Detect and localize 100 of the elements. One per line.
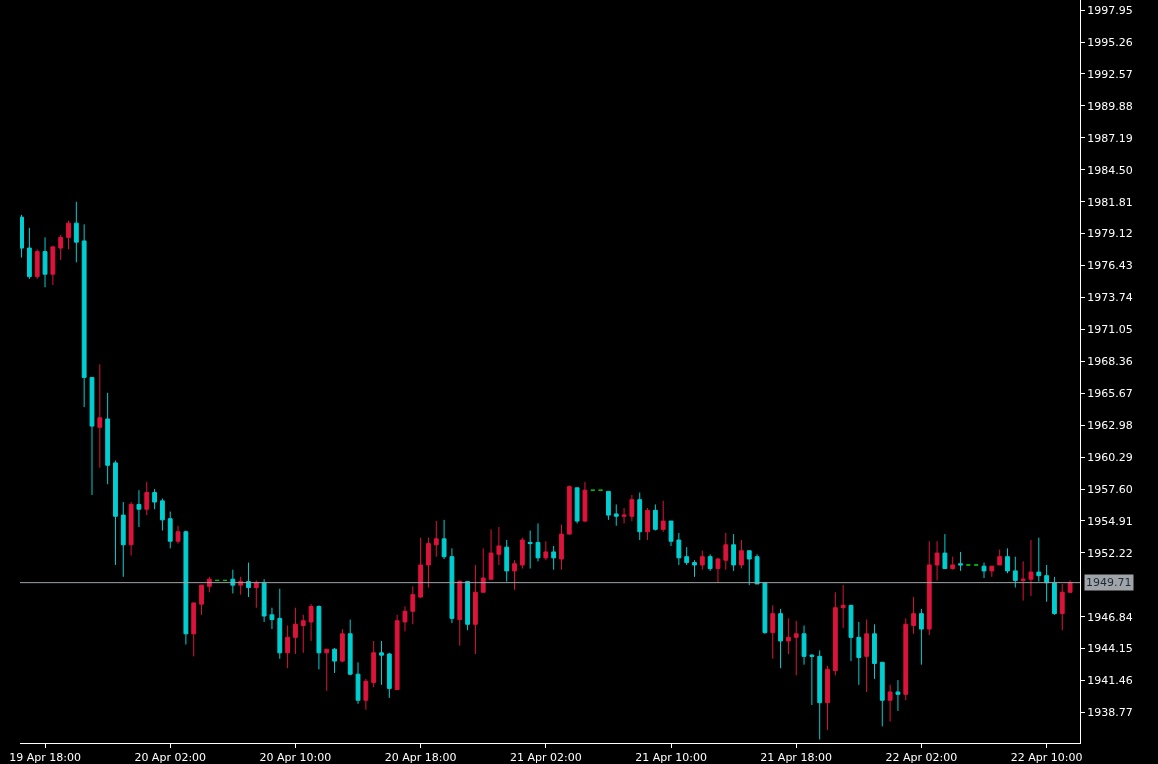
candlestick [472,564,478,655]
x-tick-label: 22 Apr 02:00 [885,751,958,764]
candlestick [645,507,650,541]
candlestick [934,540,940,581]
x-tick-label: 21 Apr 18:00 [760,751,833,764]
y-tick-label: 1987.19 [1087,131,1133,145]
y-tick-label: 1997.95 [1087,3,1133,17]
candlestick [89,376,95,496]
candlestick [739,539,744,570]
candlestick [253,579,259,609]
candlestick [895,679,901,712]
candlestick [551,545,557,571]
candlestick [246,562,251,598]
candlestick [950,556,956,570]
y-tick-label: 1971.05 [1087,323,1133,337]
candlestick [465,581,470,631]
candlestick [410,585,416,625]
candlestick [433,520,439,558]
candlestick [613,503,619,527]
candlestick [300,614,306,654]
y-tick-label: 1944.15 [1087,642,1133,656]
candlestick [566,484,572,535]
candlestick [958,551,963,572]
candlestick [660,500,666,533]
y-tick-label: 1976.43 [1087,259,1133,273]
x-tick-label: 21 Apr 02:00 [509,751,582,764]
candlestick [559,524,564,571]
y-tick-label: 1995.26 [1087,35,1133,49]
candlestick [285,625,291,669]
x-tick-label: 20 Apr 10:00 [259,751,332,764]
y-tick-label: 1992.57 [1087,67,1133,81]
candlestick [159,498,165,532]
candlestick [1067,579,1073,593]
y-tick-label: 1960.29 [1087,450,1133,464]
candlestick [785,617,791,655]
y-tick-label: 1984.50 [1087,163,1133,177]
candlestick [997,549,1003,566]
candlestick [676,532,682,566]
x-tick-label: 20 Apr 18:00 [384,751,457,764]
candlestick [26,227,32,280]
candlestick [230,569,236,594]
y-tick-label: 1954.91 [1087,514,1133,528]
x-tick-label: 21 Apr 10:00 [635,751,707,764]
candlestick [66,220,71,250]
candlestick [879,661,885,727]
candlestick [637,492,643,541]
candlestick [97,363,103,469]
candlestick [277,588,283,660]
x-tick-label: 20 Apr 02:00 [134,751,207,764]
candlestick [20,214,24,259]
candlestick [801,625,807,666]
candlestick [206,576,212,593]
candlestick [754,553,760,585]
candlestick [707,553,713,572]
candlestick [887,684,893,723]
candlestick [128,501,134,556]
candlestick [308,603,314,642]
candlestick [856,621,862,686]
y-tick-label: 1941.46 [1087,674,1133,688]
y-tick-label: 1981.81 [1087,195,1133,209]
candlestick [394,614,400,691]
candlestick [1005,547,1010,574]
candlestick [81,223,87,408]
y-tick-label: 1979.12 [1087,227,1133,241]
candlestick [371,640,377,688]
candlestick [175,525,181,545]
candlestick [144,481,150,516]
candlestick [652,503,658,532]
candlestick [903,617,909,701]
candlestick [668,520,674,547]
candlestick [457,579,463,647]
candlestick [183,530,189,645]
candlestick [136,489,142,528]
candlestick [692,559,697,578]
y-tick-label: 1946.84 [1087,610,1133,624]
candlestick [316,604,322,670]
y-tick-label: 1968.36 [1087,355,1133,369]
candlestick [379,640,384,686]
candlestick [981,562,987,579]
candlestick [527,530,533,570]
candlestick [113,460,118,566]
candlestick [199,584,204,616]
candlestick [1012,556,1018,589]
candlestick [519,537,525,570]
candlestick [809,653,815,706]
candlestick [339,628,345,663]
candlestick [449,547,455,624]
y-tick-label: 1965.67 [1087,387,1133,401]
candlestick [919,608,924,666]
candlestick [746,550,752,586]
candlestick [621,507,627,524]
candlestick [942,533,948,570]
candlestick [770,604,776,660]
candlestick [574,487,580,524]
candlestick [825,665,830,731]
candlestick [989,565,995,578]
candlestick [723,532,729,571]
candlestick [105,392,111,485]
candlestick [58,234,64,261]
candlestick [543,540,549,561]
